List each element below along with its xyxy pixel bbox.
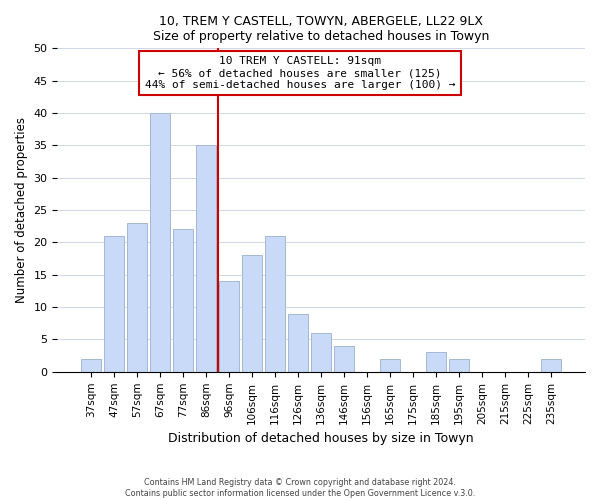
- X-axis label: Distribution of detached houses by size in Towyn: Distribution of detached houses by size …: [169, 432, 474, 445]
- Bar: [82, 359, 101, 372]
- Text: Contains HM Land Registry data © Crown copyright and database right 2024.
Contai: Contains HM Land Registry data © Crown c…: [125, 478, 475, 498]
- Bar: [242, 256, 262, 372]
- Bar: [449, 359, 469, 372]
- Y-axis label: Number of detached properties: Number of detached properties: [15, 117, 28, 303]
- Bar: [380, 359, 400, 372]
- Bar: [334, 346, 354, 372]
- Bar: [151, 113, 170, 372]
- Bar: [289, 314, 308, 372]
- Bar: [104, 236, 124, 372]
- Bar: [173, 230, 193, 372]
- Bar: [265, 236, 285, 372]
- Bar: [127, 223, 147, 372]
- Text: 10 TREM Y CASTELL: 91sqm
← 56% of detached houses are smaller (125)
44% of semi-: 10 TREM Y CASTELL: 91sqm ← 56% of detach…: [145, 56, 455, 90]
- Bar: [541, 359, 561, 372]
- Title: 10, TREM Y CASTELL, TOWYN, ABERGELE, LL22 9LX
Size of property relative to detac: 10, TREM Y CASTELL, TOWYN, ABERGELE, LL2…: [153, 15, 490, 43]
- Bar: [196, 146, 216, 372]
- Bar: [311, 333, 331, 372]
- Bar: [220, 281, 239, 372]
- Bar: [427, 352, 446, 372]
